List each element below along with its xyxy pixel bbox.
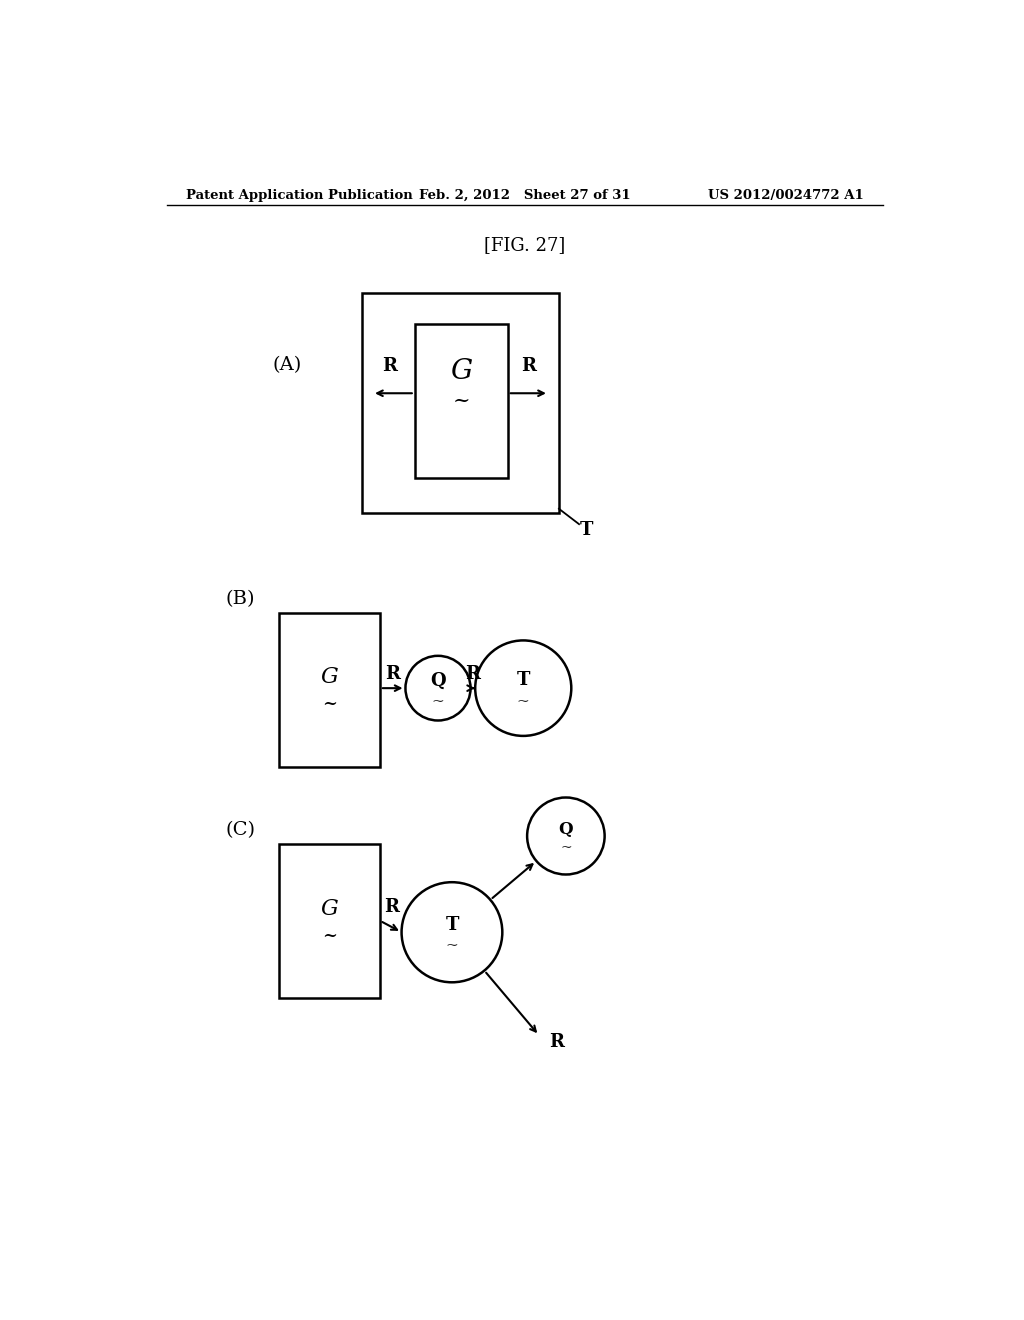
Text: (B): (B) bbox=[225, 590, 255, 607]
Text: ~: ~ bbox=[517, 696, 529, 709]
Text: R: R bbox=[465, 665, 480, 684]
Text: Feb. 2, 2012   Sheet 27 of 31: Feb. 2, 2012 Sheet 27 of 31 bbox=[419, 189, 631, 202]
Text: R: R bbox=[521, 358, 537, 375]
Text: R: R bbox=[386, 665, 400, 684]
Text: T: T bbox=[581, 520, 594, 539]
Text: ~: ~ bbox=[445, 939, 459, 953]
Text: R: R bbox=[384, 898, 399, 916]
Text: ~: ~ bbox=[453, 392, 470, 411]
Text: ~: ~ bbox=[322, 694, 337, 713]
Text: Q: Q bbox=[430, 672, 445, 689]
Text: G: G bbox=[451, 358, 472, 385]
Text: T: T bbox=[516, 672, 530, 689]
Text: R: R bbox=[549, 1032, 563, 1051]
Text: R: R bbox=[382, 358, 396, 375]
Text: ~: ~ bbox=[432, 696, 444, 709]
Text: (A): (A) bbox=[272, 356, 301, 374]
Bar bbox=[280, 612, 380, 767]
Text: Q: Q bbox=[558, 821, 573, 838]
Bar bbox=[280, 843, 380, 998]
Text: G: G bbox=[321, 665, 338, 688]
Bar bbox=[415, 323, 508, 478]
Text: ~: ~ bbox=[560, 841, 571, 855]
Text: (C): (C) bbox=[225, 821, 255, 838]
Text: T: T bbox=[445, 916, 459, 933]
Text: Patent Application Publication: Patent Application Publication bbox=[186, 189, 413, 202]
Text: US 2012/0024772 A1: US 2012/0024772 A1 bbox=[709, 189, 864, 202]
Text: ~: ~ bbox=[322, 927, 337, 945]
Bar bbox=[362, 293, 559, 512]
Text: [FIG. 27]: [FIG. 27] bbox=[484, 236, 565, 253]
Text: G: G bbox=[321, 898, 338, 920]
